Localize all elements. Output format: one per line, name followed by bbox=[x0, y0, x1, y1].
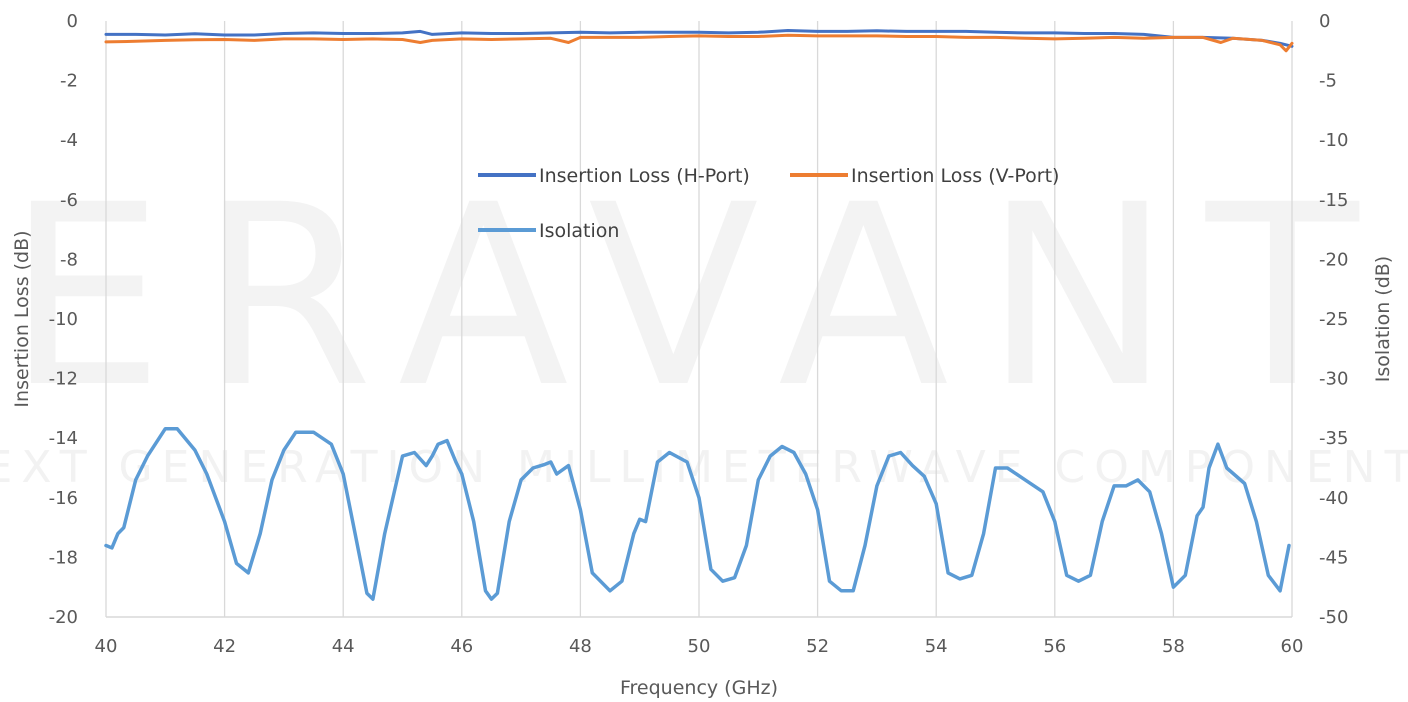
y-right-tick-label: -15 bbox=[1319, 190, 1348, 211]
plot-series bbox=[104, 29, 1294, 601]
x-tick-label: 56 bbox=[1043, 636, 1066, 657]
y-right-tick-label: -25 bbox=[1319, 309, 1348, 330]
x-tick-label: 40 bbox=[95, 636, 118, 657]
x-tick-label: 50 bbox=[688, 636, 711, 657]
y-left-tick-label: -20 bbox=[49, 607, 78, 628]
y-left-tick-label: 0 bbox=[67, 11, 78, 32]
watermark: ERAVANT NEXT GENERATION MILLIMETERWAVE C… bbox=[0, 151, 1408, 493]
series-line-1 bbox=[104, 29, 1294, 48]
legend-label: Isolation bbox=[539, 220, 619, 242]
y-axis-right-ticks: 0 -5 -10 -15 -20 -25 -30 -35 -40 -45 -50 bbox=[1319, 11, 1348, 628]
y-right-tick-label: -45 bbox=[1319, 547, 1348, 568]
y-left-tick-label: -8 bbox=[60, 249, 78, 270]
y-left-tick-label: -18 bbox=[49, 547, 78, 568]
x-tick-label: 44 bbox=[332, 636, 355, 657]
legend-label: Insertion Loss (V-Port) bbox=[851, 165, 1059, 187]
y-right-tick-label: -10 bbox=[1319, 130, 1348, 151]
y-right-tick-label: -30 bbox=[1319, 369, 1348, 390]
y-left-tick-label: -6 bbox=[60, 190, 78, 211]
y-axis-left-ticks: 0 -2 -4 -6 -8 -10 -12 -14 -16 -18 -20 bbox=[49, 11, 78, 628]
x-tick-label: 52 bbox=[806, 636, 829, 657]
y-left-tick-label: -2 bbox=[60, 71, 78, 92]
y-left-tick-label: -4 bbox=[60, 130, 78, 151]
series-line-2 bbox=[104, 33, 1294, 53]
x-axis-title: Frequency (GHz) bbox=[620, 677, 778, 699]
y-axis-right-title: Isolation (dB) bbox=[1372, 256, 1394, 382]
watermark-brand: ERAVANT bbox=[6, 151, 1393, 442]
x-tick-label: 58 bbox=[1162, 636, 1185, 657]
y-left-tick-label: -16 bbox=[49, 488, 78, 509]
y-right-tick-label: 0 bbox=[1319, 11, 1330, 32]
y-axis-left-title: Insertion Loss (dB) bbox=[11, 230, 33, 407]
y-right-tick-label: -50 bbox=[1319, 607, 1348, 628]
x-tick-label: 42 bbox=[213, 636, 236, 657]
x-tick-label: 48 bbox=[569, 636, 592, 657]
grid bbox=[105, 21, 1293, 617]
y-right-tick-label: -5 bbox=[1319, 71, 1337, 92]
y-right-tick-label: -40 bbox=[1319, 488, 1348, 509]
x-tick-label: 54 bbox=[925, 636, 948, 657]
y-right-tick-label: -20 bbox=[1319, 249, 1348, 270]
y-left-tick-label: -12 bbox=[49, 369, 78, 390]
y-right-tick-label: -35 bbox=[1319, 428, 1348, 449]
y-left-tick-label: -14 bbox=[49, 428, 78, 449]
series-line-3 bbox=[104, 426, 1291, 601]
y-left-tick-label: -10 bbox=[49, 309, 78, 330]
legend: Insertion Loss (H-Port) Insertion Loss (V… bbox=[478, 165, 1059, 242]
x-tick-label: 46 bbox=[450, 636, 473, 657]
legend-label: Insertion Loss (H-Port) bbox=[539, 165, 750, 187]
x-axis-ticks: 40 42 44 46 48 50 52 54 56 58 60 bbox=[95, 636, 1304, 657]
x-tick-label: 60 bbox=[1281, 636, 1304, 657]
